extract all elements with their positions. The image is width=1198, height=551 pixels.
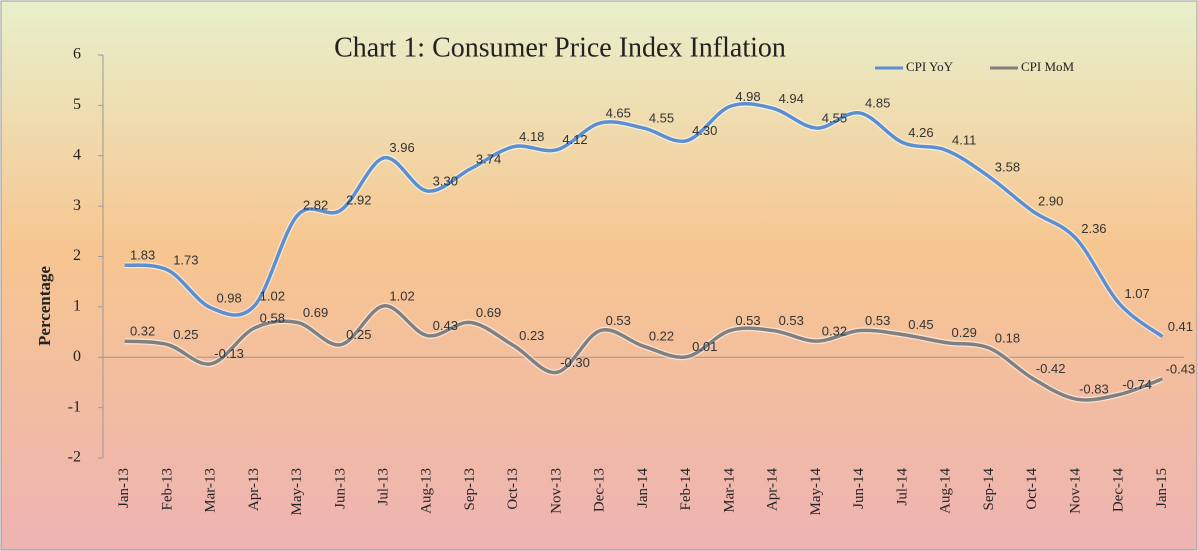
y-tick-label: -1 <box>68 398 81 415</box>
data-label: 3.74 <box>476 151 501 166</box>
y-tick-label: 0 <box>73 348 81 365</box>
data-label: 4.55 <box>822 110 847 125</box>
line <box>124 101 1164 339</box>
x-tick-label: Jul-13 <box>375 468 391 506</box>
data-label: 4.12 <box>562 132 587 147</box>
data-label: 0.53 <box>606 313 631 328</box>
data-label: 1.02 <box>389 288 414 303</box>
data-label: 0.58 <box>260 310 285 325</box>
y-tick-label: 6 <box>73 46 81 63</box>
data-label: 2.82 <box>303 198 328 213</box>
data-label: 0.01 <box>692 339 717 354</box>
x-tick-label: Nov-14 <box>1067 468 1083 514</box>
x-tick-label: Jan-15 <box>1154 468 1170 508</box>
data-label: -0.83 <box>1079 381 1109 396</box>
x-tick-label: Nov-13 <box>548 468 564 514</box>
data-label: 0.25 <box>173 327 198 342</box>
x-tick-label: Apr-13 <box>246 468 262 511</box>
data-label: 0.22 <box>649 329 674 344</box>
data-label: -0.42 <box>1036 361 1066 376</box>
y-tick-label: -2 <box>68 449 81 466</box>
y-tick-label: 2 <box>73 247 81 264</box>
data-label: 0.69 <box>303 305 328 320</box>
x-tick-label: Feb-13 <box>159 468 175 511</box>
x-tick-label: Aug-14 <box>938 468 954 514</box>
data-label: -0.30 <box>560 355 590 370</box>
legend-label: CPI YoY <box>906 59 954 74</box>
data-label: 4.85 <box>865 95 890 110</box>
data-label: 0.18 <box>995 331 1020 346</box>
y-tick-label: 4 <box>73 146 81 163</box>
x-tick-label: Dec-13 <box>592 468 608 512</box>
data-label: 0.32 <box>822 324 847 339</box>
data-label: 0.29 <box>952 325 977 340</box>
data-label: 4.55 <box>649 110 674 125</box>
data-label: 4.18 <box>519 129 544 144</box>
data-label: 0.25 <box>346 327 371 342</box>
data-label: 0.32 <box>130 324 155 339</box>
x-tick-label: Mar-14 <box>721 468 737 513</box>
data-label: 2.90 <box>1038 194 1063 209</box>
y-tick-label: 5 <box>73 96 81 113</box>
x-tick-label: Dec-14 <box>1111 468 1127 513</box>
data-label: 3.58 <box>995 159 1020 174</box>
data-label: 2.36 <box>1081 221 1106 236</box>
data-label: 1.02 <box>260 288 285 303</box>
x-tick-label: Sep-13 <box>462 468 478 511</box>
data-label: -0.43 <box>1166 361 1196 376</box>
data-label: 0.45 <box>908 317 933 332</box>
data-label: 0.43 <box>433 318 458 333</box>
data-label: 0.53 <box>779 313 804 328</box>
x-tick-label: Aug-13 <box>419 468 435 514</box>
y-tick-label: 3 <box>73 197 81 214</box>
data-label: 3.30 <box>433 173 458 188</box>
data-label: 0.53 <box>735 313 760 328</box>
data-label: 1.83 <box>130 248 155 263</box>
data-label: 2.92 <box>346 193 371 208</box>
data-label: 4.98 <box>735 89 760 104</box>
chart-title: Chart 1: Consumer Price Index Inflation <box>334 32 786 63</box>
x-tick-label: Jun-14 <box>851 468 867 509</box>
data-label: -0.74 <box>1122 377 1152 392</box>
data-label: 3.96 <box>389 140 414 155</box>
line <box>124 304 1163 402</box>
x-tick-label: Apr-14 <box>765 468 781 512</box>
data-label: 0.69 <box>476 305 501 320</box>
x-tick-label: May-14 <box>808 468 824 516</box>
data-label: 1.07 <box>1124 286 1149 301</box>
x-tick-label: Jun-13 <box>332 468 348 509</box>
y-tick-label: 1 <box>73 298 81 315</box>
x-tick-label: Mar-13 <box>203 468 219 513</box>
data-label: 0.98 <box>216 290 241 305</box>
data-label: 0.23 <box>519 328 544 343</box>
data-label: 4.65 <box>606 105 631 120</box>
data-label: 4.26 <box>908 125 933 140</box>
x-tick-label: Oct-14 <box>1024 468 1040 510</box>
x-tick-label: May-13 <box>289 468 305 516</box>
data-label: -0.13 <box>214 346 244 361</box>
data-label: 4.30 <box>692 123 717 138</box>
x-tick-label: Jan-14 <box>635 468 651 508</box>
x-tick-label: Oct-13 <box>505 468 521 510</box>
data-label: 4.11 <box>952 133 976 148</box>
x-tick-label: Feb-14 <box>678 468 694 511</box>
data-label: 0.53 <box>865 313 890 328</box>
data-label: 0.41 <box>1168 319 1193 334</box>
x-tick-label: Sep-14 <box>981 468 997 511</box>
x-tick-label: Jan-13 <box>116 468 132 508</box>
data-label: 4.94 <box>779 91 804 106</box>
legend-label: CPI MoM <box>1021 59 1075 74</box>
x-tick-label: Jul-14 <box>894 468 910 506</box>
y-axis-label: Percentage <box>35 266 54 346</box>
data-label: 1.73 <box>173 253 198 268</box>
